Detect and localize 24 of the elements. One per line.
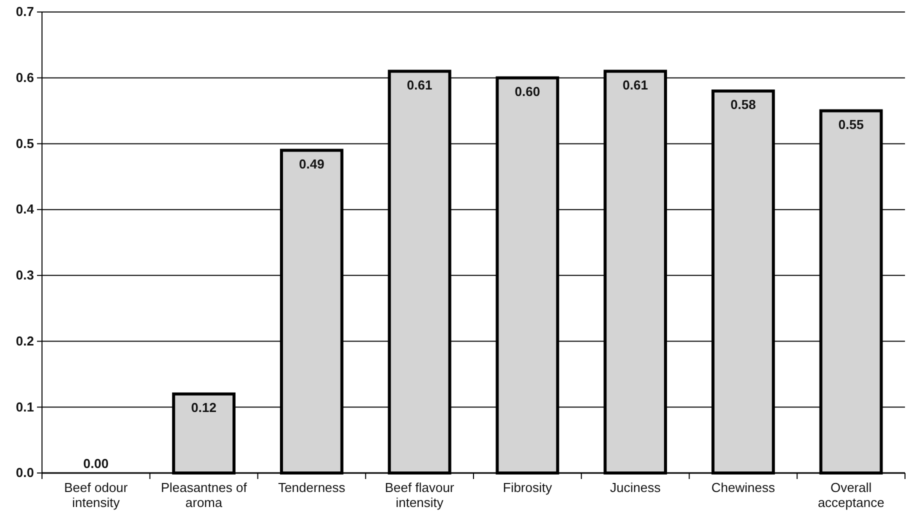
- y-tick-label: 0.5: [16, 136, 34, 151]
- y-tick-label: 0.3: [16, 268, 34, 283]
- data-label: 0.49: [299, 156, 324, 172]
- data-label: 0.12: [191, 400, 216, 415]
- y-tick-label: 0.4: [16, 202, 35, 217]
- x-tick-label: Beef flavour intensity: [384, 480, 455, 510]
- x-tick-label: Fibrosity: [502, 480, 552, 496]
- y-tick-label: 0.1: [16, 399, 34, 414]
- data-label: 0.61: [622, 77, 648, 92]
- x-tick-label: Juciness: [610, 480, 662, 496]
- y-tick-label: 0.7: [16, 4, 34, 20]
- y-tick-label: 0.2: [16, 333, 34, 348]
- x-tick-label: Overall acceptance: [818, 480, 884, 510]
- data-label: 0.00: [83, 456, 109, 471]
- data-label: 0.61: [406, 77, 432, 92]
- x-tick-label: Beef odour intensity: [64, 480, 128, 510]
- data-label: 0.58: [730, 97, 756, 112]
- y-tick-label: 0.6: [16, 70, 34, 86]
- x-tick-label: Pleasantnes of aroma: [160, 480, 248, 510]
- y-tick-label: 0.0: [16, 465, 34, 480]
- data-label: 0.60: [514, 84, 540, 99]
- data-label: 0.55: [838, 116, 864, 132]
- x-tick-label: Tenderness: [278, 480, 346, 496]
- x-tick-label: Chewiness: [711, 480, 776, 496]
